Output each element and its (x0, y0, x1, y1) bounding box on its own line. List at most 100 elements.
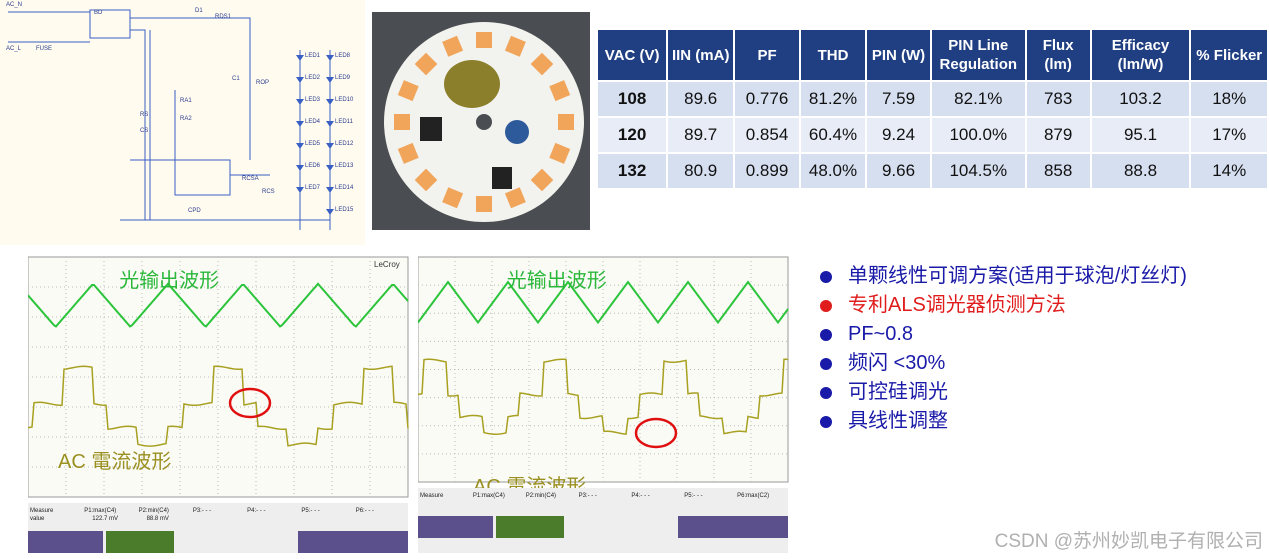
table-row: 108 89.6 0.776 81.2% 7.59 82.1% 783 103.2 18% (598, 82, 1267, 116)
schematic-label: RCS (262, 189, 275, 195)
column-header: Efficacy (lm/W) (1091, 30, 1190, 80)
current-label: AC 電流波形 (58, 450, 171, 473)
column-header: Flux (lm) (1026, 30, 1090, 80)
column-header: PIN (W) (867, 30, 930, 80)
led-chip (397, 80, 419, 102)
table-cell: 82.1% (931, 82, 1025, 116)
light-waveform (418, 280, 789, 325)
schematic-label: RA1 (180, 98, 192, 104)
bullet-text: 单颗线性可调方案(适用于球泡/灯丝灯) (848, 265, 1187, 287)
table-cell: 89.7 (668, 118, 734, 152)
table-cell: 103.2 (1091, 82, 1190, 116)
measure-label: P4:- - - (631, 493, 649, 499)
led-symbol (326, 143, 334, 149)
column-header: IIN (mA) (668, 30, 734, 80)
led-diodes (296, 55, 334, 215)
bullet-dot (820, 271, 832, 283)
schematic-label: AC_N (6, 2, 22, 8)
measure-label: P3:- - - (193, 508, 211, 514)
bullet-dot (820, 416, 832, 428)
led-chip (530, 168, 554, 192)
column-header: % Flicker (1191, 30, 1267, 80)
scope-left: 光输出波形 AC 電流波形 LeCroy Measure P1:max(C4) P2:mi… (28, 256, 409, 553)
measure-value: 88.8 mV (147, 516, 169, 522)
column-header: THD (800, 30, 866, 80)
led-label: LED15 (335, 207, 354, 213)
led-label: LED14 (335, 185, 354, 191)
channel-box (28, 531, 103, 553)
bullet-list: 单颗线性可调方案(适用于球泡/灯丝灯) 专利ALS调光器侦测方法 PF~0.8 频闪 … (818, 262, 1238, 436)
table-cell: 9.66 (867, 154, 930, 188)
bullet-item: 频闪 <30% (818, 349, 1238, 378)
measure-label: P6:max(C2) (737, 493, 769, 499)
led-symbol (296, 165, 304, 171)
bullet-text: PF~0.8 (848, 323, 914, 345)
bullet-text: 可控硅调光 (848, 381, 948, 403)
led-symbol (296, 121, 304, 127)
channel-box (496, 516, 564, 538)
led-label: LED12 (335, 141, 354, 147)
led-chip (558, 114, 574, 130)
ic (492, 167, 512, 189)
led-chip (476, 32, 492, 48)
led-label: LED3 (305, 97, 321, 103)
led-symbol (326, 165, 334, 171)
table-cell: 17% (1191, 118, 1267, 152)
table-cell: 783 (1026, 82, 1090, 116)
table-cell: 120 (598, 118, 667, 152)
current-waveform (418, 358, 789, 435)
led-symbol (296, 77, 304, 83)
measure-label: P2:min(C4) (139, 508, 169, 514)
spec-table: VAC (V) IIN (mA) PF THD PIN (W) PIN Line Regu… (596, 28, 1269, 190)
led-label: LED6 (305, 163, 321, 169)
led-symbol (326, 77, 334, 83)
bullet-item: 可控硅调光 (818, 378, 1238, 407)
schematic-label: AC_L (6, 46, 22, 52)
led-chip (476, 196, 492, 212)
table-cell: 0.776 (735, 82, 799, 116)
measure-label: Measure (420, 493, 444, 499)
measure-value: value (30, 516, 45, 522)
table-cell: 100.0% (931, 118, 1025, 152)
bullet-text: 专利ALS调光器侦测方法 (848, 294, 1066, 316)
table-cell: 18% (1191, 82, 1267, 116)
pcb-hole (476, 114, 492, 130)
schematic-label: CS (140, 128, 148, 134)
watermark: CSDN @苏州妙凯电子有限公司 (994, 531, 1263, 552)
table-row: 120 89.7 0.854 60.4% 9.24 100.0% 879 95.1 17% (598, 118, 1267, 152)
led-label: LED4 (305, 119, 321, 125)
table-cell: 132 (598, 154, 667, 188)
schematic-label: RDS1 (215, 14, 232, 20)
table-cell: 81.2% (800, 82, 866, 116)
table-cell: 104.5% (931, 154, 1025, 188)
table-cell: 48.0% (800, 154, 866, 188)
table-cell: 858 (1026, 154, 1090, 188)
led-symbol (326, 187, 334, 193)
schematic-label: C1 (232, 76, 240, 82)
led-symbol (326, 121, 334, 127)
ic (420, 117, 442, 141)
led-chip (549, 80, 571, 102)
schematic-label: RCSA (242, 176, 259, 182)
channel-box (418, 516, 493, 538)
varistor (505, 120, 529, 144)
bullet-dot (820, 358, 832, 370)
table-cell: 108 (598, 82, 667, 116)
table-cell: 879 (1026, 118, 1090, 152)
measure-label: P1:max(C4) (84, 508, 116, 514)
led-board-photo (372, 12, 590, 230)
led-symbol (326, 209, 334, 215)
table-cell: 0.854 (735, 118, 799, 152)
table-cell: 60.4% (800, 118, 866, 152)
led-chip (549, 142, 571, 164)
led-label: LED8 (335, 53, 351, 59)
highlight-circle (634, 417, 678, 449)
led-chip (397, 142, 419, 164)
led-chip (442, 187, 464, 209)
led-symbol (296, 55, 304, 61)
bullet-item: 专利ALS调光器侦测方法 (818, 291, 1238, 320)
schematic-label: BD (94, 10, 103, 16)
timebase-box (678, 516, 788, 538)
column-header: VAC (V) (598, 30, 667, 80)
table-cell: 0.899 (735, 154, 799, 188)
